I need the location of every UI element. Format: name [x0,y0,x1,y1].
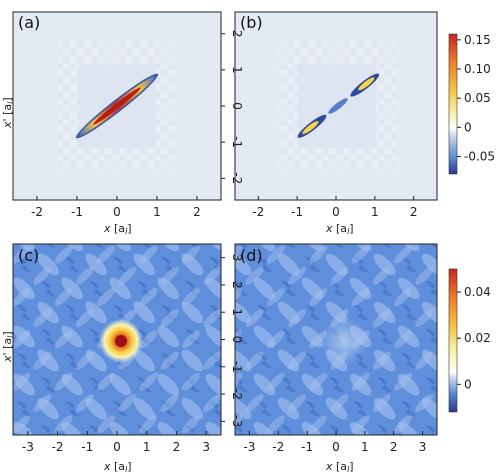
panel-d-heatmap [234,243,438,436]
y-tick-label: 1 [230,308,244,316]
y-tick-label: -2 [230,388,244,400]
y-tick-label: -1 [230,361,244,373]
x-tick-label: 2 [173,440,181,454]
panel-b-label: (b) [240,13,263,32]
colorbar-bottom-tick-label: 0 [464,377,472,391]
x-tick-label: -1 [81,440,93,454]
x-tick-label: -2 [252,205,264,219]
x-tick-label: 2 [193,205,201,219]
y-tick-label: 0 [230,336,244,344]
x-tick-label: -2 [272,440,284,454]
y-tick-label: 2 [230,30,244,38]
colorbar-bottom-tick-label: 0.02 [464,331,491,345]
y-tick-label: 1 [230,66,244,74]
x-tick-label: 1 [371,205,379,219]
x-tick-label: 2 [390,440,398,454]
colorbar-top-tick-label: -0.05 [464,150,495,164]
panel-c-label: (c) [18,246,39,265]
colorbar-top-tick-label: 0.15 [464,33,491,47]
x-tick-label: 3 [419,440,427,454]
x-tick-label: 0 [332,205,340,219]
x-tick-label: 0 [113,205,121,219]
colorbar-top-tick-label: 0.10 [464,62,491,76]
y-tick-label: -1 [230,136,244,148]
x-tick-label: -1 [71,205,83,219]
panel-c-ylabel: x' [al] [1,331,15,363]
y-tick-label: 3 [230,254,244,262]
panel-c-heatmap [12,243,222,436]
y-tick-label: -2 [230,172,244,184]
x-tick-label: -2 [52,440,64,454]
colorbar-bottom-tick-label: 0.04 [464,285,491,299]
colorbar-top-tick-label: 0.05 [464,91,491,105]
x-tick-label: -2 [31,205,43,219]
x-tick-label: 0 [332,440,340,454]
x-tick-label: -1 [291,205,303,219]
panel-d-xlabel: x [al] [325,460,354,474]
x-tick-label: -3 [243,440,255,454]
axis-ticks: -2 -1 0 1 2 2 1 0 -1 -2 -2 -1 0 1 2 -3 -2 -1 0 1 2 3 3 2 1 0 -1 -2 -… [22,30,495,454]
y-tick-label: 2 [230,281,244,289]
x-tick-label: 3 [202,440,210,454]
panel-b-xlabel: x [al] [325,222,354,236]
x-tick-label: -3 [22,440,34,454]
x-tick-label: -1 [301,440,313,454]
panel-c-xlabel: x [al] [103,460,132,474]
y-tick-label: 0 [230,102,244,110]
colorbar-top [448,33,458,175]
panel-a-ylabel: x' [al] [1,97,15,129]
x-tick-label: 1 [153,205,161,219]
panel-b-heatmap [234,11,438,201]
y-tick-label: -3 [230,415,244,427]
x-tick-label: 1 [361,440,369,454]
panel-d-label: (d) [240,246,263,265]
colorbar-bottom [448,268,458,413]
x-tick-label: 2 [410,205,418,219]
panel-a-heatmap [12,11,222,201]
colorbar-top-tick-label: 0 [464,120,472,134]
panel-a-xlabel: x [al] [103,222,132,236]
x-tick-label: 1 [143,440,151,454]
x-tick-label: 0 [113,440,121,454]
panel-a-label: (a) [18,13,40,32]
